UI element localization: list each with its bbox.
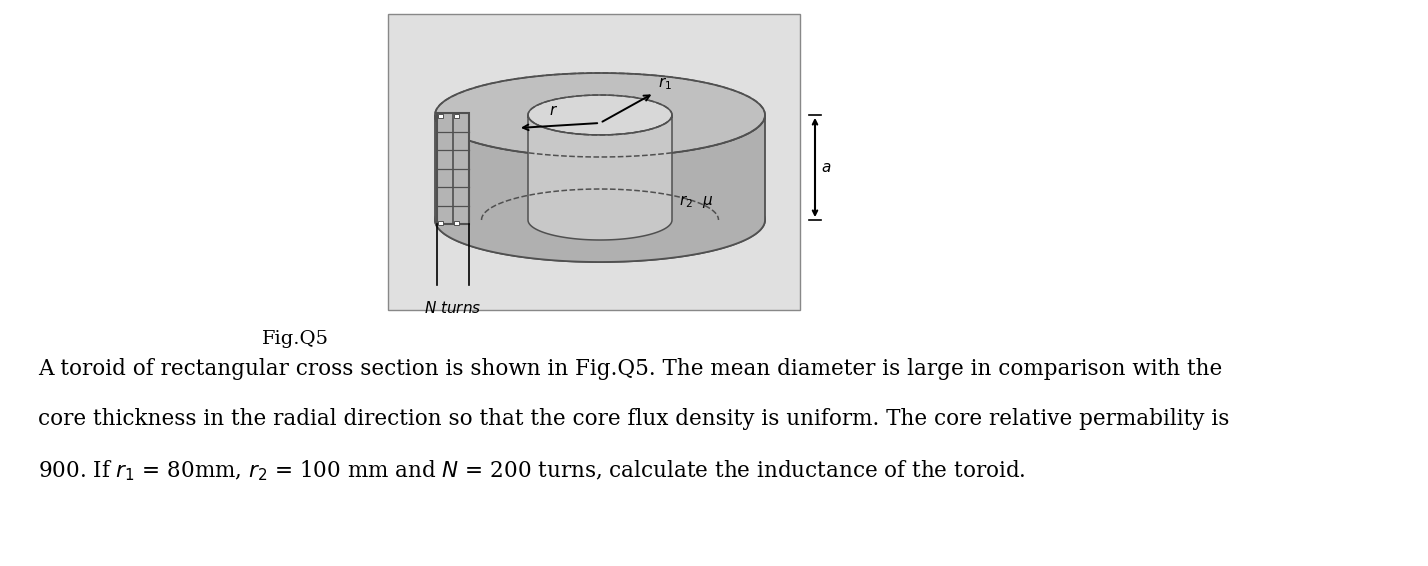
Text: $r_1$: $r_1$ — [658, 75, 673, 92]
Text: Fig.Q5: Fig.Q5 — [261, 330, 328, 348]
Bar — [438, 221, 443, 225]
Text: A toroid of rectangular cross section is shown in Fig.Q5. The mean diameter is l: A toroid of rectangular cross section is… — [39, 358, 1222, 380]
Text: $N$ turns: $N$ turns — [424, 300, 481, 316]
Polygon shape — [528, 115, 673, 240]
Bar — [454, 221, 458, 225]
Bar — [388, 14, 800, 310]
Text: $r$: $r$ — [550, 103, 558, 118]
Text: $\mu$: $\mu$ — [701, 194, 713, 210]
Text: $r_2$: $r_2$ — [678, 193, 693, 209]
Bar — [438, 114, 443, 118]
Text: $a$: $a$ — [821, 160, 831, 175]
Polygon shape — [436, 115, 765, 262]
Text: 900. If $r_1$ = 80mm, $r_2$ = 100 mm and $N$ = 200 turns, calculate the inductan: 900. If $r_1$ = 80mm, $r_2$ = 100 mm and… — [39, 458, 1025, 483]
Ellipse shape — [436, 178, 765, 262]
Text: core thickness in the radial direction so that the core flux density is uniform.: core thickness in the radial direction s… — [39, 408, 1230, 430]
Ellipse shape — [436, 73, 765, 157]
Ellipse shape — [528, 95, 673, 135]
Bar — [454, 114, 458, 118]
Bar — [437, 113, 468, 224]
